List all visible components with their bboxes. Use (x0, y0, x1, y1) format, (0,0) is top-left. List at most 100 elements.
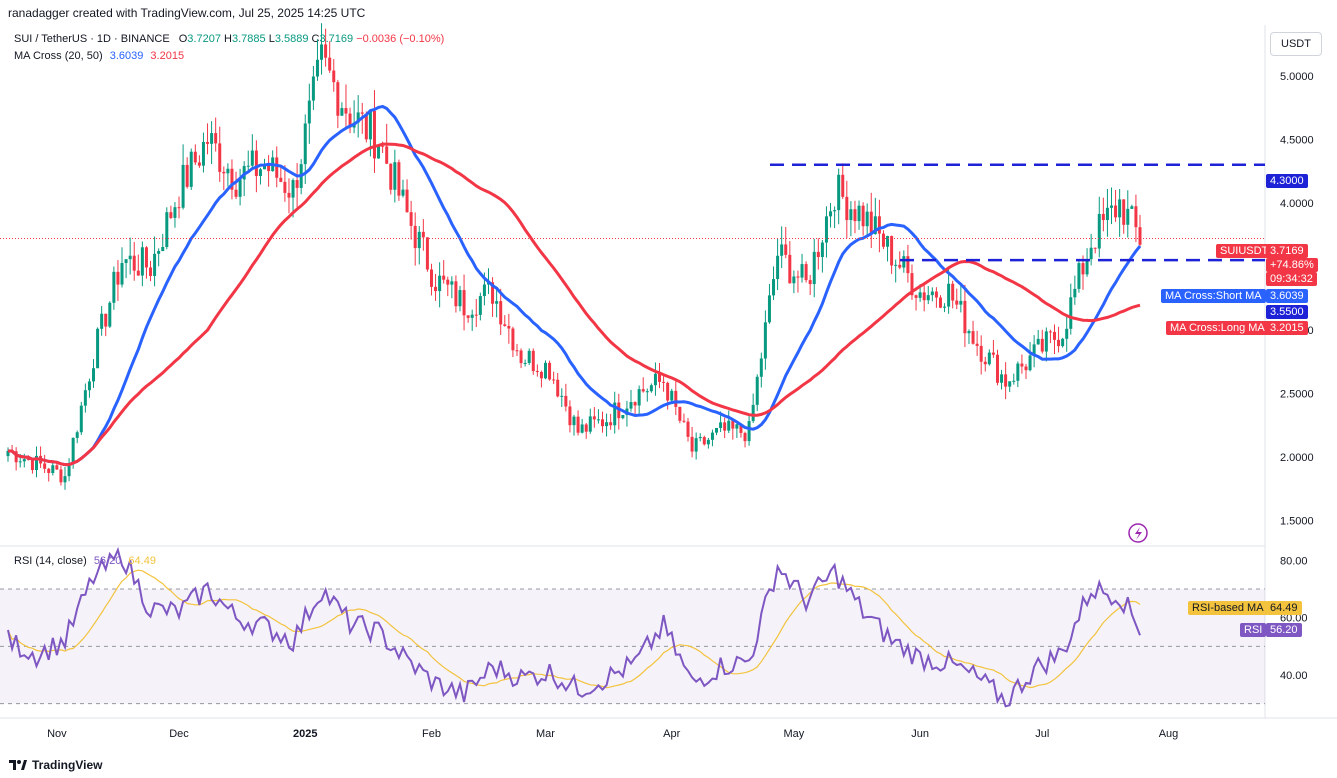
candle-body (1138, 227, 1142, 245)
candle-body (894, 264, 898, 266)
rsi-title[interactable]: RSI (14, close) (14, 555, 87, 567)
candle-body (144, 247, 148, 268)
time-tick-label: Aug (1159, 728, 1179, 740)
candle-body (967, 331, 971, 334)
rsi-legend: RSI (14, close) 56.20 64.49 (14, 555, 156, 567)
candle-body (841, 174, 845, 197)
lightning-icon[interactable] (1128, 523, 1148, 543)
candle-body (246, 165, 250, 167)
candle-body (51, 465, 55, 474)
candle-body (1044, 331, 1048, 352)
candle-body (849, 209, 853, 221)
candle-body (222, 171, 226, 174)
candle-body (837, 174, 841, 211)
symbol-name[interactable]: SUI / TetherUS · 1D · BINANCE (14, 33, 170, 45)
price-tick-label: 4.0000 (1280, 198, 1314, 210)
candle-body (702, 437, 706, 445)
candle-body (495, 301, 499, 304)
time-axis[interactable]: Nov Dec 2025 Feb Mar Apr May Jun Jul Aug (47, 728, 1178, 740)
candle-body (784, 244, 788, 255)
candle-body (527, 350, 531, 363)
candle-body (368, 110, 372, 140)
candle-body (267, 164, 271, 172)
low-value: 3.5889 (274, 33, 309, 45)
candle-body (1105, 207, 1109, 221)
candle-body (454, 281, 458, 307)
candle-body (499, 301, 503, 325)
candle-body (132, 255, 136, 271)
rsi-tick-label: 80.00 (1280, 555, 1308, 567)
candle-body (250, 150, 254, 166)
price-pane[interactable] (0, 23, 1265, 490)
rsi-tick-label: 60.00 (1280, 613, 1308, 625)
candle-body (340, 108, 344, 116)
candle-body (185, 164, 189, 187)
price-tick-label: 1.5000 (1280, 516, 1314, 528)
candle-body (531, 350, 535, 372)
candle-body (947, 283, 951, 307)
ma-legend: MA Cross (20, 50) 3.6039 3.2015 (14, 50, 184, 62)
candle-body (149, 267, 153, 276)
candle-body (372, 110, 376, 159)
candle-body (609, 422, 613, 426)
candle-body (930, 291, 934, 296)
candle-body (955, 300, 959, 305)
candle-body (1028, 355, 1032, 371)
candle-body (902, 256, 906, 268)
candle-body (845, 196, 849, 221)
candle-body (279, 177, 283, 182)
candle-body (1012, 380, 1016, 382)
candle-body (482, 284, 486, 297)
candle-body (1081, 263, 1085, 275)
rsi-line[interactable] (7, 546, 1141, 708)
candle-body (491, 282, 495, 304)
candle-body (800, 264, 804, 278)
candle-body (833, 210, 837, 212)
candle-body (263, 164, 267, 170)
candle-body (751, 404, 755, 422)
long-ma-line[interactable] (7, 142, 1141, 467)
candle-body (421, 231, 425, 238)
candle-body (898, 264, 902, 268)
candle-body (136, 270, 140, 276)
candle-body (1101, 213, 1105, 221)
candle-body (181, 164, 185, 208)
candle-body (743, 432, 747, 442)
candle-body (112, 271, 116, 303)
candle-body (381, 145, 385, 147)
time-tick-label: Apr (663, 728, 680, 740)
candle-body (658, 373, 662, 382)
candle-body (979, 345, 983, 362)
candle-body (690, 436, 694, 452)
short-ma-line[interactable] (7, 104, 1142, 467)
candle-body (539, 372, 543, 379)
tradingview-logo[interactable]: TradingView (8, 758, 102, 772)
rsi-axis[interactable]: 40.00 60.00 80.00 (1280, 555, 1308, 682)
candle-body (14, 451, 18, 463)
high-label: H (224, 33, 232, 45)
rsi-label-tag: RSI (1240, 623, 1267, 637)
candle-body (442, 275, 446, 280)
candle-body (303, 123, 307, 165)
rsi-legend-value: 56.20 (93, 555, 122, 567)
candle-body (1089, 247, 1093, 260)
price-tick-label: 2.0000 (1280, 452, 1314, 464)
rsi-pane[interactable] (0, 546, 1265, 708)
currency-button[interactable]: USDT (1270, 32, 1322, 56)
candle-body (649, 385, 653, 392)
time-tick-label: Mar (536, 728, 555, 740)
candle-body (739, 424, 743, 433)
candle-body (218, 143, 222, 172)
candle-body (389, 163, 393, 190)
candle-body (1093, 247, 1097, 249)
rsi-tick-label: 40.00 (1280, 670, 1308, 682)
candle-body (30, 459, 34, 471)
candle-body (857, 205, 861, 222)
ma-title[interactable]: MA Cross (20, 50) (14, 50, 103, 62)
candle-body (364, 113, 368, 140)
candle-body (438, 275, 442, 292)
price-tick-label: 5.0000 (1280, 71, 1314, 83)
change-value: −0.0036 (−0.10%) (356, 33, 445, 45)
candle-body (1008, 381, 1012, 387)
